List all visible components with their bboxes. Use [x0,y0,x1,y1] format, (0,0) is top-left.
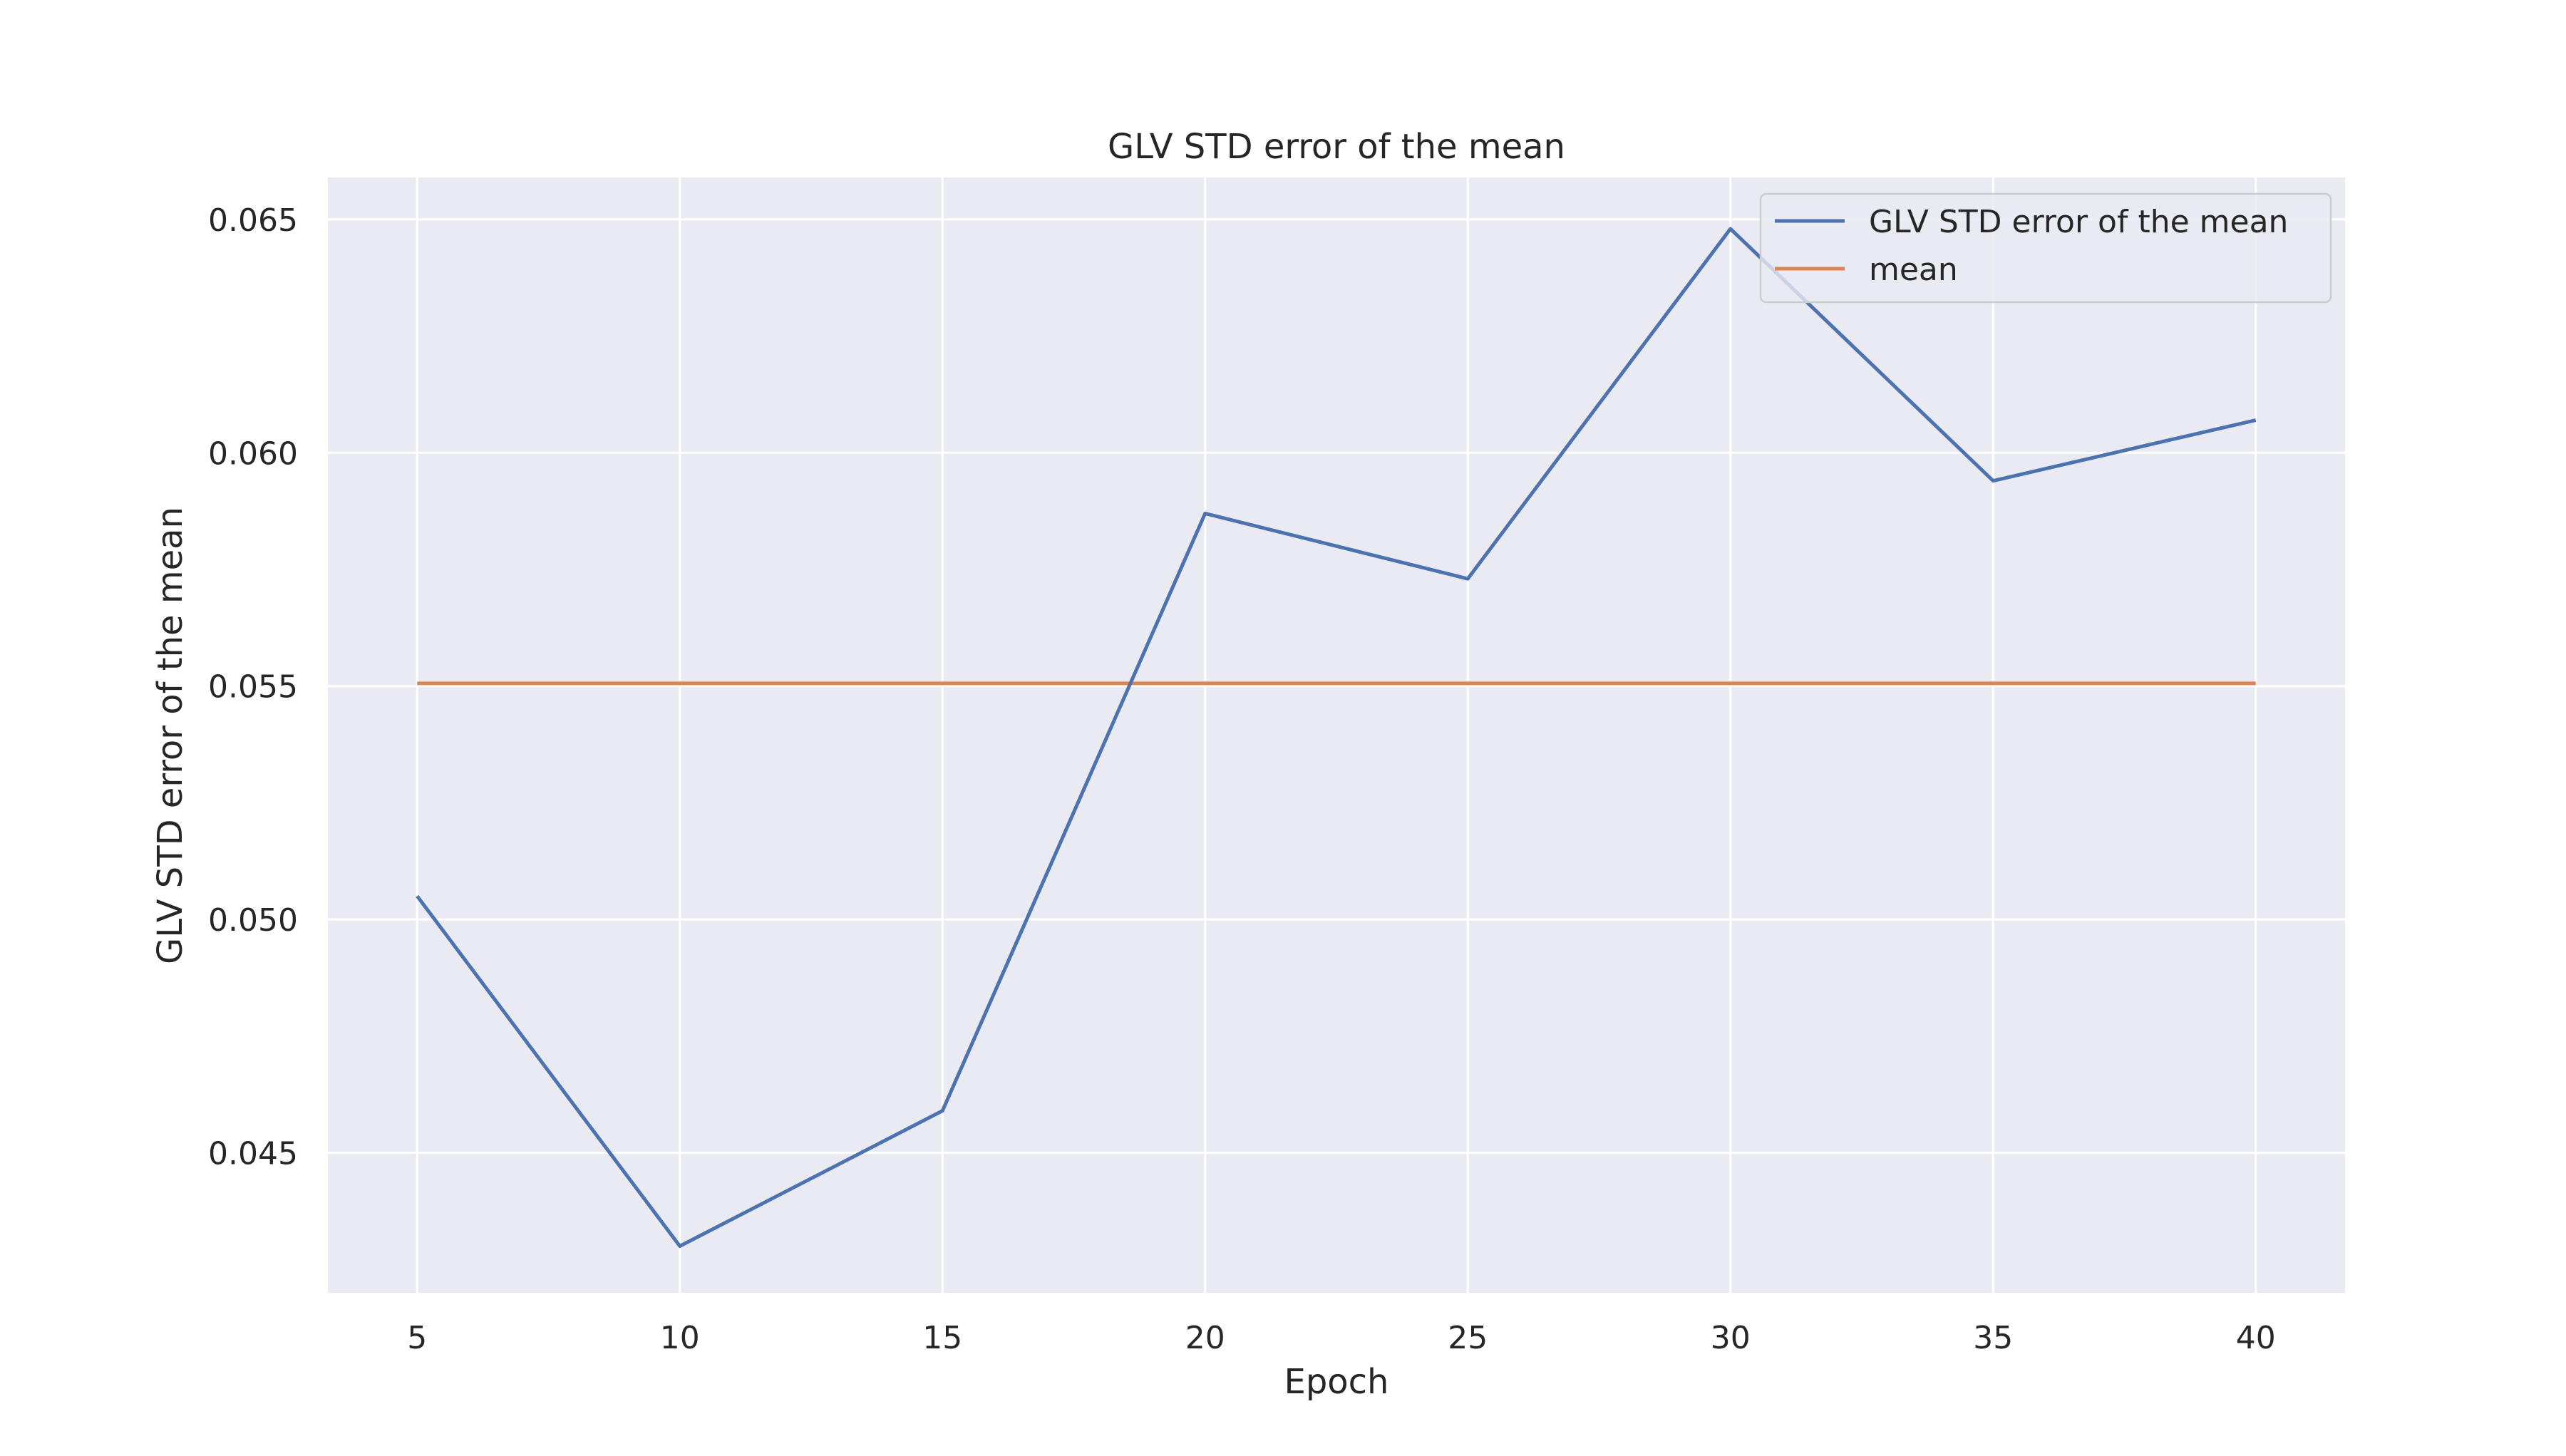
x-tick-label: 30 [1711,1320,1751,1356]
legend-label-glv: GLV STD error of the mean [1869,204,2288,240]
x-tick-label: 35 [1973,1320,2013,1356]
y-tick-labels: 0.045 0.050 0.055 0.060 0.065 [208,202,298,1172]
y-tick-label: 0.050 [208,902,298,939]
series-line-glv-std [416,227,2257,1249]
x-tick-label: 5 [407,1320,427,1356]
legend: GLV STD error of the mean mean [1759,192,2332,304]
x-tick-label: 20 [1185,1320,1225,1356]
x-axis-label: Epoch [1284,1362,1389,1402]
x-tick-label: 10 [660,1320,700,1356]
x-tick-labels: 5 10 15 20 25 30 35 40 [407,1320,2275,1356]
y-axis-label: GLV STD error of the mean [150,507,190,964]
y-tick-label: 0.065 [208,202,298,239]
series-layer [416,227,2257,1249]
x-tick-label: 15 [922,1320,962,1356]
y-tick-label: 0.045 [208,1136,298,1172]
y-tick-label: 0.055 [208,669,298,706]
x-tick-label: 40 [2236,1320,2276,1356]
y-tick-label: 0.060 [208,435,298,472]
legend-box [1759,192,2332,304]
legend-label-mean: mean [1869,252,1958,288]
x-tick-label: 25 [1448,1320,1488,1356]
chart-title: GLV STD error of the mean [1108,127,1565,167]
plot-background [328,177,2345,1293]
